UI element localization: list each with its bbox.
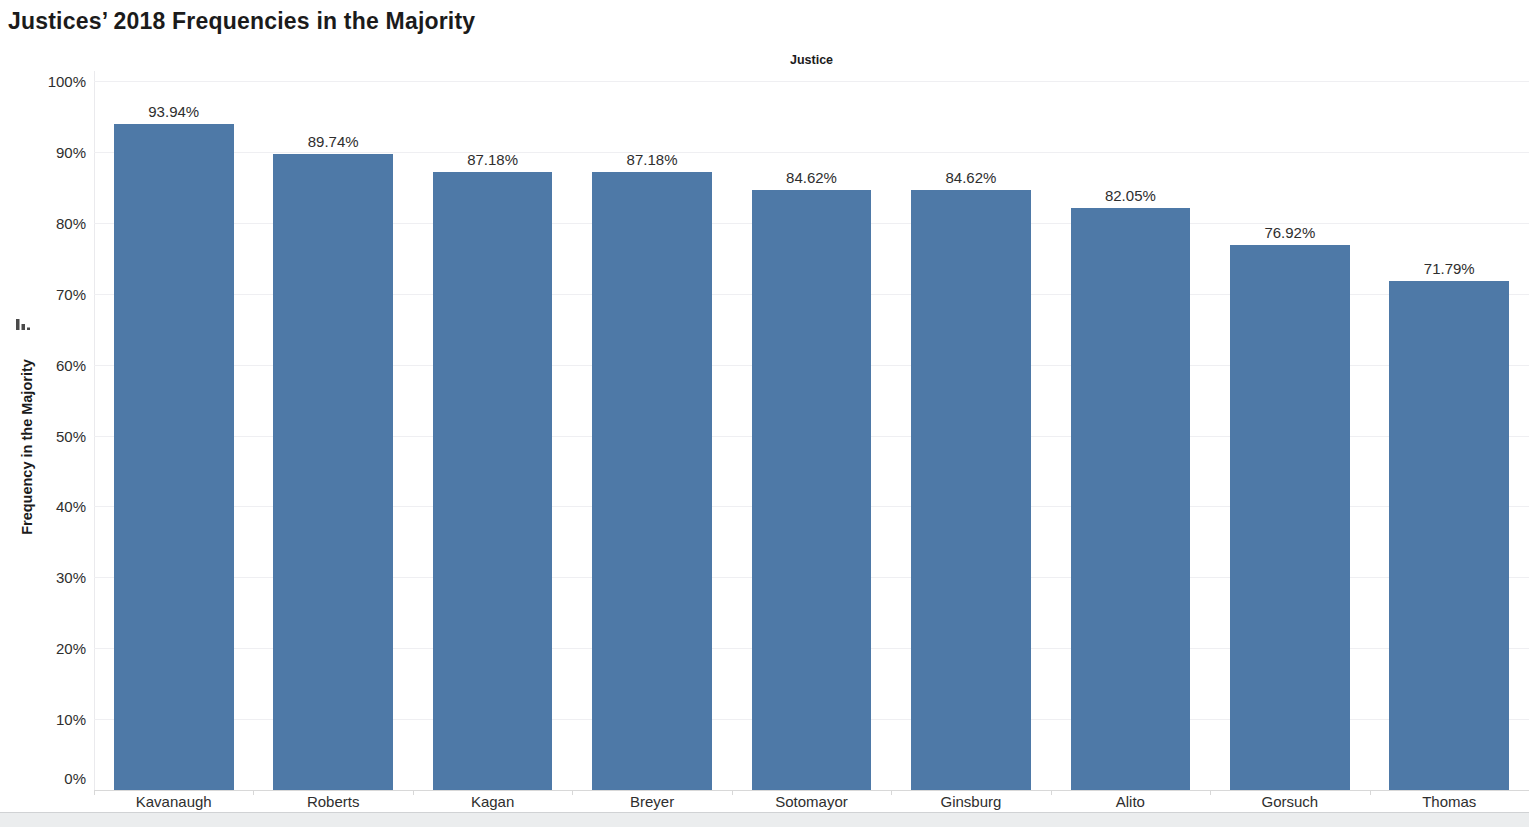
x-tick-label-gorsuch[interactable]: Gorsuch — [1261, 793, 1318, 810]
bar-kagan[interactable] — [433, 172, 553, 790]
x-axis-band-tick — [572, 790, 573, 795]
bar-thomas[interactable] — [1389, 281, 1509, 790]
bar-chart: Justices’ 2018 Frequencies in the Majori… — [0, 0, 1529, 827]
bottom-scrollbar-track — [0, 812, 1529, 827]
sort-descending-icon[interactable] — [16, 316, 31, 330]
x-tick-label-kavanaugh[interactable]: Kavanaugh — [136, 793, 212, 810]
x-axis-band-tick — [253, 790, 254, 795]
x-tick-label-ginsburg[interactable]: Ginsburg — [941, 793, 1002, 810]
bar-value-label: 93.94% — [148, 103, 199, 120]
y-tick-label: 40% — [0, 498, 86, 515]
bar-ginsburg[interactable] — [911, 190, 1031, 790]
gridline-90 — [94, 152, 1529, 153]
bar-value-label: 84.62% — [786, 169, 837, 186]
x-axis-line — [94, 790, 1529, 791]
y-tick-label: 50% — [0, 427, 86, 444]
bar-breyer[interactable] — [592, 172, 712, 790]
bar-value-label: 76.92% — [1264, 224, 1315, 241]
bar-value-label: 87.18% — [627, 151, 678, 168]
bar-alito[interactable] — [1071, 208, 1191, 790]
x-axis-band-tick — [732, 790, 733, 795]
x-tick-label-kagan[interactable]: Kagan — [471, 793, 514, 810]
x-axis-band-tick — [1210, 790, 1211, 795]
x-tick-label-alito[interactable]: Alito — [1116, 793, 1145, 810]
y-axis-line — [94, 71, 95, 790]
bar-value-label: 84.62% — [946, 169, 997, 186]
bar-gorsuch[interactable] — [1230, 245, 1350, 790]
x-tick-label-thomas[interactable]: Thomas — [1422, 793, 1476, 810]
y-tick-label: 90% — [0, 143, 86, 160]
x-axis-band-tick — [1051, 790, 1052, 795]
y-tick-label: 100% — [0, 73, 86, 90]
bar-value-label: 71.79% — [1424, 260, 1475, 277]
y-tick-label: 30% — [0, 569, 86, 586]
bar-roberts[interactable] — [273, 154, 393, 790]
x-tick-label-breyer[interactable]: Breyer — [630, 793, 674, 810]
y-tick-label: 10% — [0, 711, 86, 728]
y-tick-label: 0% — [0, 770, 86, 787]
bar-value-label: 87.18% — [467, 151, 518, 168]
y-tick-label: 70% — [0, 285, 86, 302]
y-tick-label: 60% — [0, 356, 86, 373]
chart-title: Justices’ 2018 Frequencies in the Majori… — [8, 8, 475, 35]
bar-value-label: 82.05% — [1105, 187, 1156, 204]
gridline-100 — [94, 81, 1529, 82]
bar-value-label: 89.74% — [308, 133, 359, 150]
y-tick-label: 20% — [0, 640, 86, 657]
bar-sotomayor[interactable] — [752, 190, 872, 790]
column-field-label[interactable]: Justice — [94, 53, 1529, 67]
x-axis-band-tick — [94, 790, 95, 795]
x-axis-band-tick — [891, 790, 892, 795]
bar-kavanaugh[interactable] — [114, 124, 234, 790]
y-tick-label: 80% — [0, 214, 86, 231]
x-tick-label-roberts[interactable]: Roberts — [307, 793, 360, 810]
x-axis-band-tick — [1370, 790, 1371, 795]
x-axis-band-tick — [413, 790, 414, 795]
x-tick-label-sotomayor[interactable]: Sotomayor — [775, 793, 848, 810]
